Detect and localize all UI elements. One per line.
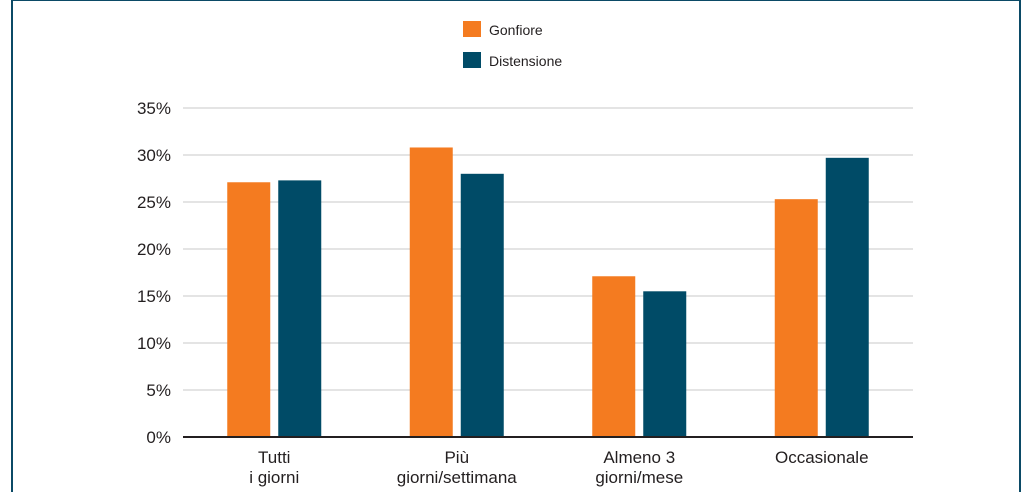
y-tick-label: 10% [137,334,171,353]
bar-gonfiore [774,199,818,437]
y-tick-label: 5% [146,381,171,400]
legend-label-gonfiore: Gonfiore [489,22,543,38]
legend-swatch-distensione [463,52,481,68]
bars [227,147,869,438]
y-tick-label: 0% [146,428,171,447]
y-tick-label: 20% [137,240,171,259]
bar-distensione [825,157,869,437]
y-tick-label: 15% [137,287,171,306]
bar-distensione [278,180,322,437]
y-tick-label: 30% [137,146,171,165]
x-category-label: Più giorni/settimana [397,448,518,487]
bar-gonfiore [592,276,636,437]
bar-gonfiore [409,147,453,438]
x-category-label: Occasionale [775,448,869,467]
legend-label-distensione: Distensione [489,53,562,69]
chart-frame [11,0,1021,492]
legend: Gonfiore Distensione [463,21,562,69]
x-category-label: Tutti i giorni [249,448,299,487]
x-axis-categories: Tutti i giorni Più giorni/settimana Almeno 3… [249,448,868,487]
y-tick-label: 35% [137,99,171,118]
x-category-label: Almeno 3 giorni/mese [595,448,683,487]
legend-swatch-gonfiore [463,21,481,37]
bar-distensione [643,291,687,437]
y-axis-ticks: 0% 5% 10% 15% 20% 25% 30% 35% [137,99,171,447]
bar-distensione [460,173,504,438]
bar-gonfiore [227,182,271,437]
y-tick-label: 25% [137,193,171,212]
